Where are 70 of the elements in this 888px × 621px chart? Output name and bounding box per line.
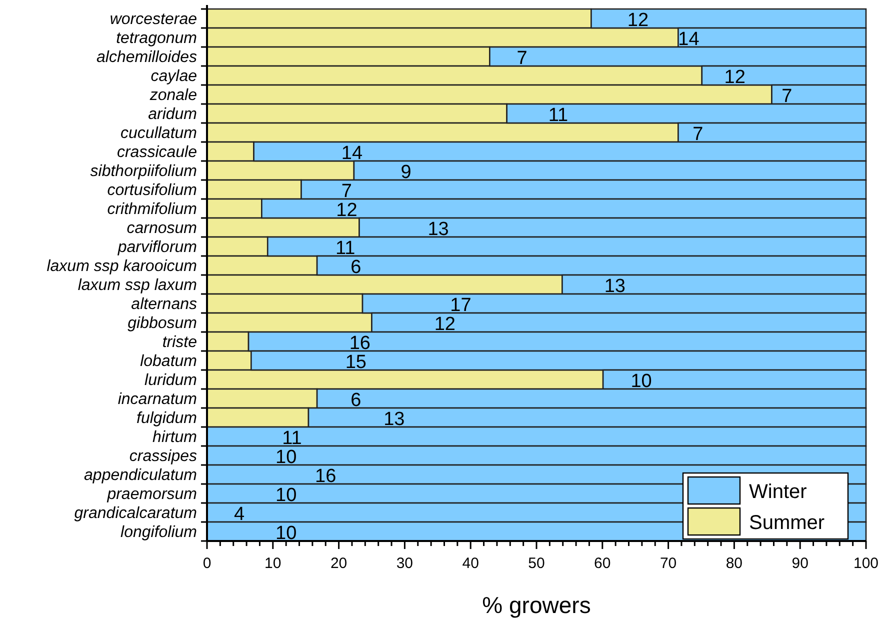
y-tick-label: crassipes [129, 448, 197, 466]
y-tick-label: laxum ssp laxum [78, 277, 197, 294]
y-tick-label: triste [162, 334, 198, 352]
y-tick-label: cucullatum [120, 125, 197, 142]
x-tick-label: 80 [726, 555, 743, 572]
annotation: 7 [692, 124, 704, 146]
y-tick-label: longifolium [120, 524, 197, 542]
annotation: 12 [724, 67, 746, 88]
y-tick-label: alternans [131, 296, 197, 314]
y-tick-label: luridum [144, 372, 197, 390]
x-tick-label: 40 [462, 555, 479, 572]
x-tick-label: 50 [528, 555, 545, 572]
annotation: 7 [516, 48, 528, 70]
y-tick-label: grandicalcaratum [74, 505, 197, 522]
annotation: 13 [428, 219, 449, 240]
x-tick-label: 30 [396, 555, 414, 572]
y-tick-label: sibthorpiifolium [90, 163, 197, 180]
annotation: 11 [282, 428, 302, 450]
annotation: 16 [315, 466, 336, 488]
annotation: 9 [400, 162, 412, 184]
annotation: 10 [630, 371, 652, 392]
y-tick-label: crithmifolium [107, 201, 197, 218]
annotation: 4 [234, 504, 245, 526]
y-tick-label: zonale [148, 87, 198, 104]
x-tick-label: 100 [853, 555, 879, 572]
legend-label: Summer [749, 512, 825, 534]
y-tick-label: incarnatum [118, 391, 197, 408]
annotation: 10 [276, 447, 297, 468]
series-label: Winter [749, 481, 808, 503]
y-tick-label: carnosum [126, 220, 197, 238]
annotation: 15 [345, 352, 367, 374]
y-tick-label: crassicaule [116, 144, 198, 162]
annotation: 10 [276, 523, 297, 544]
annotation: 14 [678, 29, 700, 50]
y-tick-label: aridum [148, 106, 197, 124]
annotation: 12 [627, 10, 649, 32]
y-tick-label: fulgidum [136, 410, 197, 428]
y-tick-label: cortusifolium [107, 182, 197, 200]
x-tick-label: 70 [660, 555, 677, 572]
y-tick-label: caylae [150, 68, 198, 86]
x-tick-label: 10 [264, 555, 282, 572]
annotation: 11 [548, 105, 568, 126]
x-axis-title: % growers [482, 592, 591, 618]
y-tick-label: alchemilloides [96, 49, 197, 66]
annotation: 12 [336, 200, 358, 222]
x-tick-label: 90 [792, 555, 808, 572]
y-tick-label: lobatum [140, 353, 197, 370]
y-tick-label: praemorsum [106, 486, 197, 504]
annotation: 12 [434, 314, 456, 336]
annotation: 13 [604, 276, 626, 298]
annotation: 17 [450, 295, 472, 316]
annotation: 11 [336, 238, 356, 260]
x-tick-label: 60 [594, 555, 611, 572]
y-tick-label: laxum ssp karooicum [46, 258, 197, 276]
y-tick-label: appendiculatum [84, 467, 197, 484]
x-tick-label: 0 [202, 555, 212, 572]
y-tick-label: gibbosum [128, 315, 197, 332]
annotation: 13 [384, 409, 405, 430]
annotation: 14 [341, 143, 363, 164]
annotation: 6 [350, 257, 362, 278]
y-tick-label: worcesterae [110, 11, 198, 28]
y-tick-label: parviflorum [116, 239, 197, 256]
annotation: 7 [341, 181, 352, 202]
annotation: 16 [349, 333, 370, 354]
annotation: 6 [350, 390, 362, 412]
annotation: 7 [782, 86, 792, 108]
annotation: 10 [276, 485, 297, 506]
y-tick-label: hirtum [152, 429, 197, 446]
x-tick-label: 20 [330, 555, 348, 572]
y-tick-label: tetragonum [116, 30, 197, 48]
